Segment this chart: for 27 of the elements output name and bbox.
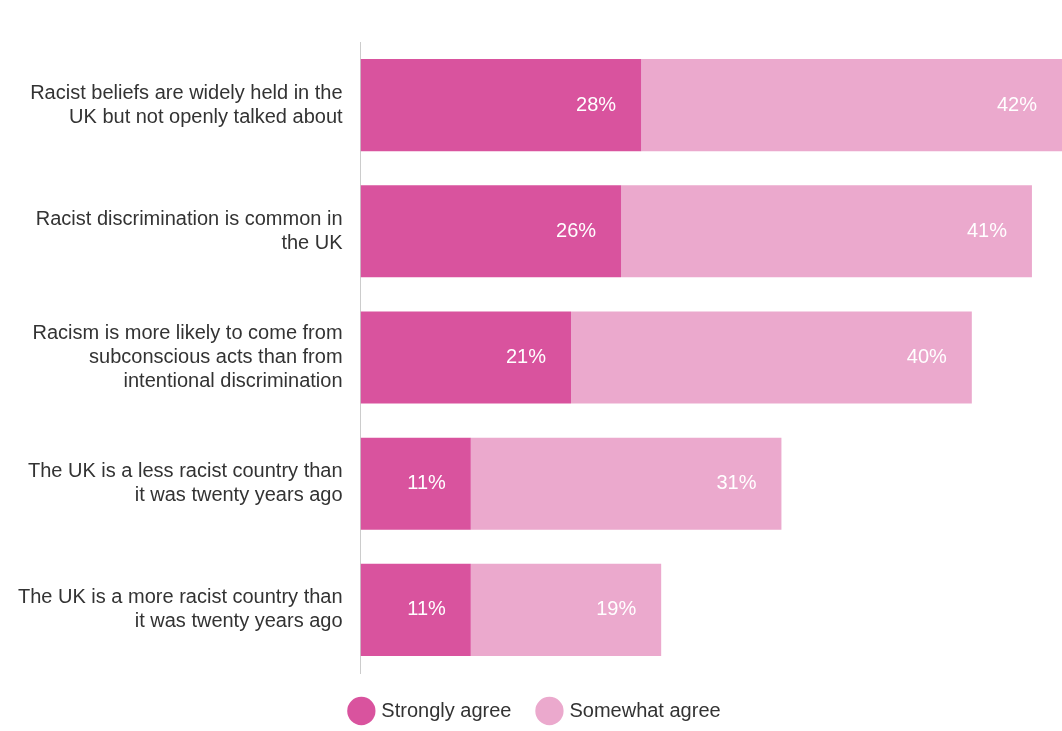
legend-label: Somewhat agree bbox=[569, 698, 721, 721]
data-label: 28% bbox=[576, 92, 617, 115]
bar bbox=[360, 437, 471, 530]
data-label: 19% bbox=[596, 597, 637, 620]
data-label: 42% bbox=[996, 92, 1038, 115]
data-label: 11% bbox=[407, 471, 447, 494]
bar bbox=[360, 185, 622, 278]
data-label: 31% bbox=[716, 471, 757, 494]
data-label: 40% bbox=[906, 345, 948, 368]
data-label: 41% bbox=[966, 218, 1008, 241]
bar bbox=[470, 437, 782, 530]
data-label: 11% bbox=[407, 597, 447, 620]
bar bbox=[571, 311, 972, 404]
data-label: 21% bbox=[505, 345, 547, 368]
bar bbox=[360, 311, 571, 404]
bar bbox=[621, 185, 1032, 278]
y-tick-label: Racism is more likely to come from subconscious acts than from intentional discrimination bbox=[32, 321, 343, 392]
legend-label: Strongly agree bbox=[381, 698, 512, 721]
bar bbox=[641, 59, 1062, 152]
bar bbox=[360, 563, 471, 656]
y-tick-label: Racist beliefs are widely held in the UK but not openly talked about bbox=[30, 80, 344, 127]
data-label: 26% bbox=[556, 218, 597, 241]
y-tick-label: The UK is a more racist country than it was twenty years ago bbox=[17, 585, 343, 632]
bar bbox=[470, 563, 662, 656]
y-tick-label: Racist discrimination is common in the UK bbox=[35, 206, 344, 253]
y-tick-label: The UK is a less racist country than it was twenty years ago bbox=[27, 459, 343, 506]
bar bbox=[360, 59, 642, 152]
